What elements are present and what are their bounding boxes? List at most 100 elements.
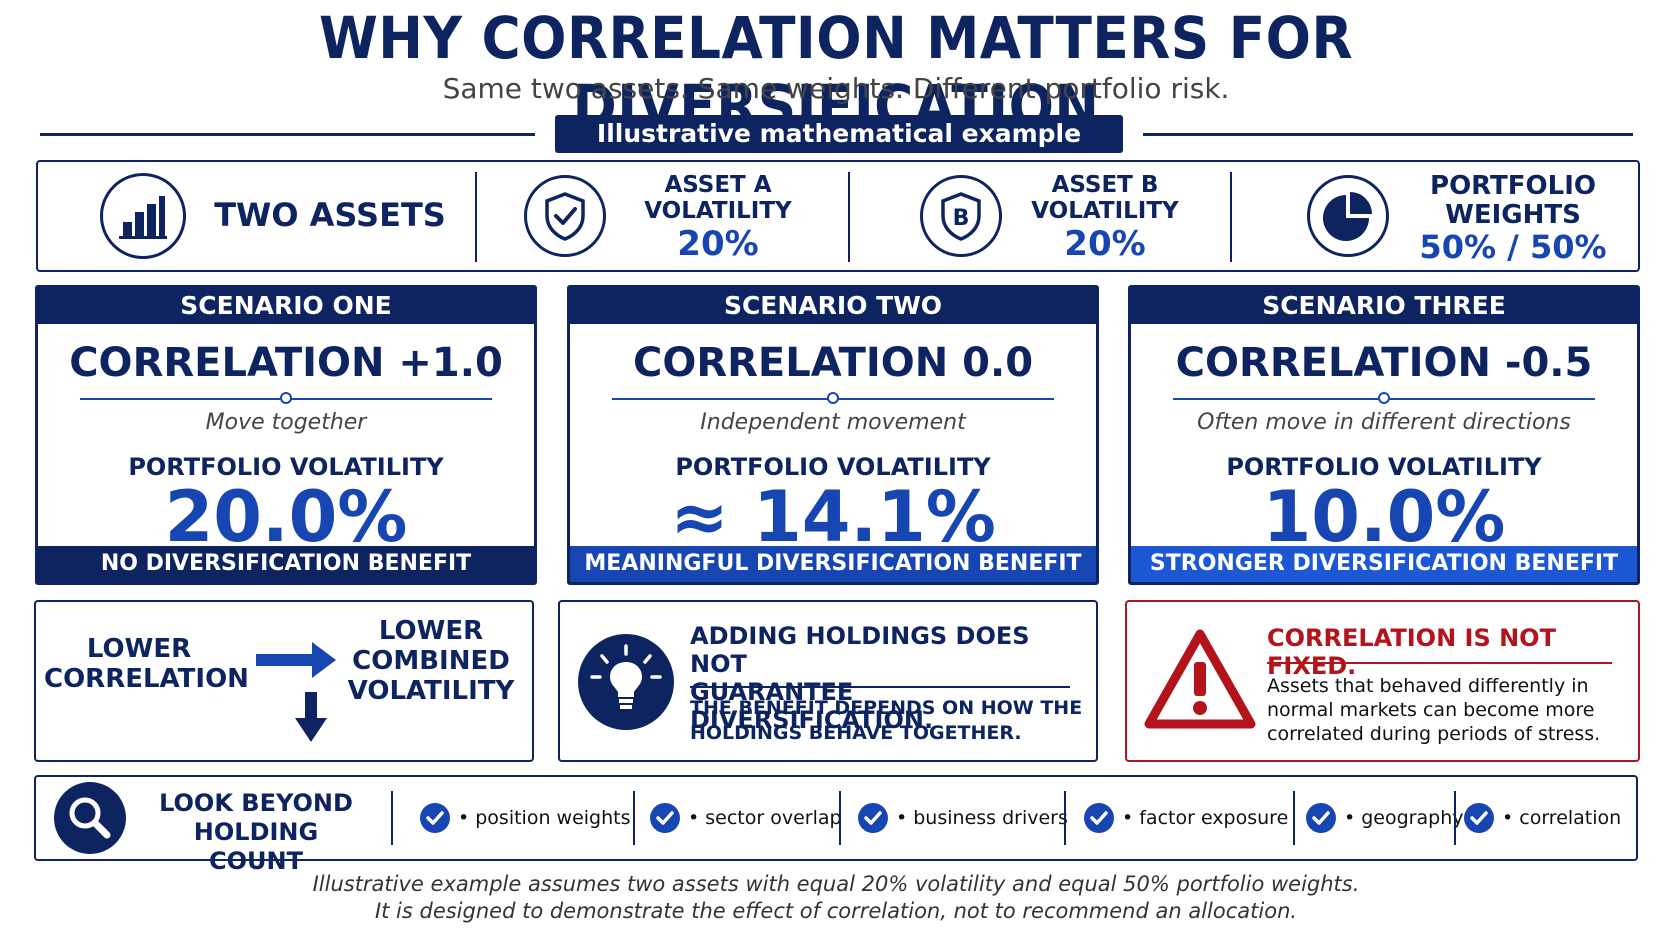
check-label: • business drivers — [896, 807, 1068, 829]
tip-body-line1: THE BENEFIT DEPENDS ON HOW THE — [690, 697, 1083, 719]
cause-label-line1: LOWER — [86, 634, 192, 664]
scenario-card: SCENARIO THREE CORRELATION -0.5 Often mo… — [1128, 285, 1640, 585]
tip-heading-line2: GUARANTEE DIVERSIFICATION. — [690, 678, 934, 734]
checkmark-icon — [420, 803, 450, 833]
strip-divider — [1064, 791, 1066, 845]
effect-label-line3: VOLATILITY — [347, 676, 515, 706]
shield-check-icon — [524, 175, 606, 257]
checkmark-icon — [650, 803, 680, 833]
scenario-metric-label: PORTFOLIO VOLATILITY — [675, 453, 991, 481]
fact-label-line1: ASSET B — [1051, 172, 1159, 198]
warning-body-line2: normal markets can become more — [1267, 699, 1595, 721]
correlation-warning-box: CORRELATION IS NOT FIXED. Assets that be… — [1125, 600, 1640, 762]
arrow-right-icon — [256, 642, 336, 678]
fact-value: 20% — [677, 224, 759, 264]
checkmark-icon — [1306, 803, 1336, 833]
fact-label-line2: WEIGHTS — [1445, 200, 1581, 230]
scenario-description: Often move in different directions — [1197, 410, 1571, 435]
page-title: WHY CORRELATION MATTERS FOR DIVERSIFICAT… — [318, 4, 1354, 140]
fact-label: TWO ASSETS — [214, 196, 446, 234]
ribbon-divider-left — [40, 133, 535, 136]
fact-label-line2: VOLATILITY — [1031, 198, 1179, 224]
scenario-benefit: NO DIVERSIFICATION BENEFIT — [38, 546, 534, 582]
checkmark-icon — [1464, 803, 1494, 833]
look-beyond-line2: HOLDING COUNT — [193, 818, 319, 875]
svg-text:B: B — [953, 206, 970, 231]
scenario-volatility-value: 20.0% — [164, 476, 408, 558]
arrow-down-icon — [295, 692, 327, 742]
example-ribbon: Illustrative mathematical example — [555, 115, 1123, 153]
strip-divider — [839, 791, 841, 845]
scenario-benefit: STRONGER DIVERSIFICATION BENEFIT — [1131, 546, 1637, 582]
scenario-metric-label: PORTFOLIO VOLATILITY — [128, 453, 444, 481]
page-subtitle: Same two assets. Same weights. Different… — [442, 72, 1230, 105]
check-label: • correlation — [1502, 807, 1622, 829]
tip-heading-line1: ADDING HOLDINGS DOES NOT — [690, 622, 1030, 678]
fact-asset-a: ASSET A VOLATILITY 20% — [478, 162, 848, 270]
scenario-divider-dot — [827, 392, 839, 404]
warning-heading: CORRELATION IS NOT FIXED. — [1267, 624, 1556, 680]
holdings-tip-box: ADDING HOLDINGS DOES NOT GUARANTEE DIVER… — [558, 600, 1098, 762]
shield-b-icon: B — [920, 175, 1002, 257]
check-item: • business drivers — [858, 777, 1068, 859]
fact-divider — [475, 172, 477, 262]
scenario-header: SCENARIO TWO — [570, 288, 1096, 324]
tip-divider — [690, 686, 1070, 688]
fact-value: 20% — [1064, 224, 1146, 264]
scenario-divider-dot — [1378, 392, 1390, 404]
fact-label-line1: PORTFOLIO — [1430, 171, 1596, 201]
warning-body-line1: Assets that behaved differently in — [1267, 675, 1589, 697]
warning-divider — [1267, 662, 1612, 664]
magnifier-icon — [54, 782, 126, 854]
fact-weights: PORTFOLIO WEIGHTS 50% / 50% — [1233, 162, 1638, 270]
check-label: • factor exposure — [1122, 807, 1289, 829]
checkmark-icon — [1084, 803, 1114, 833]
fact-asset-b: B ASSET B VOLATILITY 20% — [850, 162, 1230, 270]
footnote-line2: It is designed to demonstrate the effect… — [374, 899, 1298, 923]
footnote-line1: Illustrative example assumes two assets … — [312, 872, 1360, 896]
scenario-description: Move together — [205, 410, 367, 435]
fact-label-line1: ASSET A — [664, 172, 772, 198]
effect-label-line1: LOWER — [378, 616, 484, 646]
pie-chart-icon — [1307, 175, 1389, 257]
scenario-divider-dot — [280, 392, 292, 404]
fact-value: 50% / 50% — [1419, 228, 1607, 266]
strip-divider — [1293, 791, 1295, 845]
check-item: • geography — [1306, 777, 1463, 859]
assumptions-strip: TWO ASSETS ASSET A VOLATILITY 20% B ASSE… — [36, 160, 1640, 272]
check-item: • sector overlap — [650, 777, 842, 859]
check-item: • position weights — [420, 777, 631, 859]
check-label: • position weights — [458, 807, 631, 829]
correlation-effect-box: LOWER CORRELATION LOWER COMBINED VOLATIL… — [34, 600, 534, 762]
warning-body-line3: correlated during periods of stress. — [1267, 723, 1601, 745]
scenario-volatility-value: ≈ 14.1% — [670, 476, 996, 558]
cause-label-line2: CORRELATION — [44, 664, 249, 694]
effect-label-line2: COMBINED — [352, 646, 510, 676]
check-item: • correlation — [1464, 777, 1621, 859]
scenario-volatility-value: 10.0% — [1262, 476, 1506, 558]
check-label: • geography — [1344, 807, 1464, 829]
scenario-card: SCENARIO ONE CORRELATION +1.0 Move toget… — [35, 285, 537, 585]
checkmark-icon — [858, 803, 888, 833]
check-label: • sector overlap — [688, 807, 842, 829]
strip-divider — [633, 791, 635, 845]
ribbon-divider-right — [1143, 133, 1633, 136]
scenario-correlation: CORRELATION -0.5 — [1175, 340, 1593, 386]
fact-divider — [1230, 172, 1232, 262]
look-beyond-strip: LOOK BEYOND HOLDING COUNT • position wei… — [34, 775, 1638, 875]
scenario-header: SCENARIO THREE — [1131, 288, 1637, 324]
scenario-correlation: CORRELATION 0.0 — [632, 340, 1034, 386]
strip-divider — [391, 791, 393, 845]
scenario-correlation: CORRELATION +1.0 — [69, 340, 503, 386]
scenario-metric-label: PORTFOLIO VOLATILITY — [1226, 453, 1542, 481]
tip-body-line2: HOLDINGS BEHAVE TOGETHER. — [690, 722, 1022, 744]
scenario-header: SCENARIO ONE — [38, 288, 534, 324]
check-item: • factor exposure — [1084, 777, 1288, 859]
scenario-benefit: MEANINGFUL DIVERSIFICATION BENEFIT — [570, 546, 1096, 582]
scenario-description: Independent movement — [700, 410, 966, 435]
fact-label-line2: VOLATILITY — [644, 198, 792, 224]
fact-two-assets: TWO ASSETS — [38, 162, 473, 270]
scenario-card: SCENARIO TWO CORRELATION 0.0 Independent… — [567, 285, 1099, 585]
warning-triangle-icon — [1144, 629, 1256, 729]
look-beyond-line1: LOOK BEYOND — [159, 789, 353, 817]
